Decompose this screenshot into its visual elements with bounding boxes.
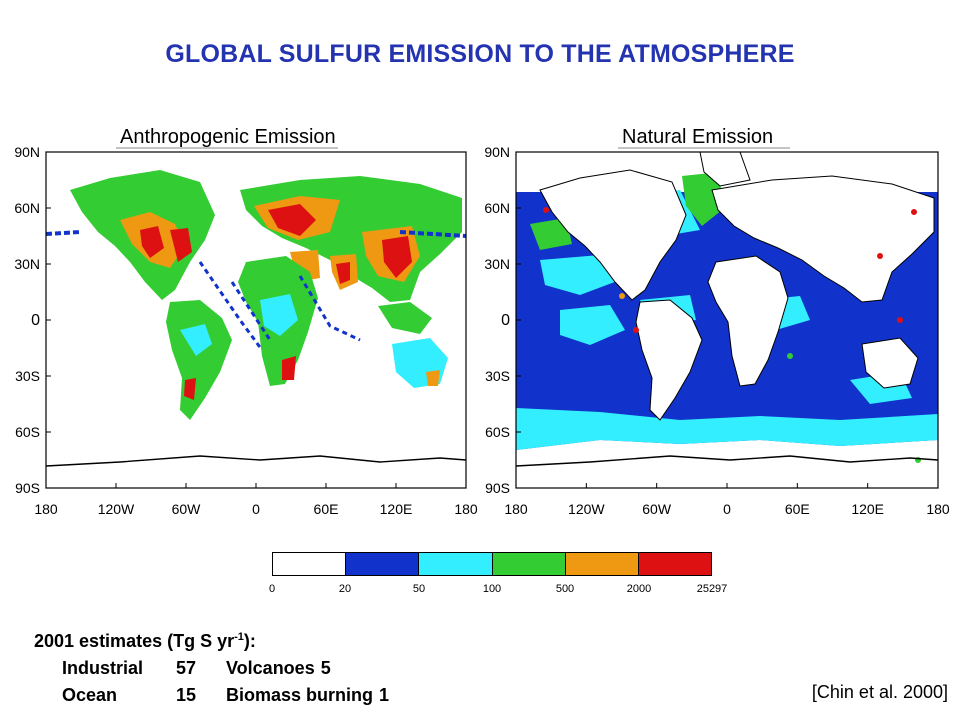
y-tick-label: 0 (31, 312, 40, 329)
x-tick-label: 180 (34, 501, 58, 517)
x-tick-label: 60W (172, 501, 202, 517)
colorbar-label: 100 (482, 583, 502, 595)
x-tick-label: 180 (504, 501, 528, 517)
x-tick-label: 180 (454, 501, 478, 517)
x-tick-label: 120E (851, 501, 884, 517)
y-tick-label: 30S (15, 368, 40, 384)
y-tick-label: 60N (14, 200, 40, 216)
y-tick-label: 90S (15, 480, 40, 496)
colorbar-label: 500 (555, 583, 575, 595)
y-tick-label: 30N (484, 256, 510, 272)
x-tick-label: 60W (642, 501, 672, 517)
y-tick-label: 60S (485, 424, 510, 440)
x-tick-label: 0 (252, 501, 260, 517)
colorbar-swatch-3 (492, 553, 566, 575)
estimate-value: 15 (176, 685, 197, 705)
y-tick-label: 90N (484, 144, 510, 160)
natural-north-america (539, 169, 687, 301)
natural-australia (861, 337, 919, 389)
citation: [Chin et al. 2000] (811, 682, 948, 702)
anthropogenic-map (46, 152, 466, 488)
estimate-value: 5 (320, 658, 331, 678)
x-tick-label: 0 (723, 501, 731, 517)
page-title: GLOBAL SULFUR EMISSION TO THE ATMOSPHERE (165, 40, 795, 68)
estimates-row: Industrial 57 Volcanoes 5 (34, 655, 389, 682)
y-tick-label: 60N (484, 200, 510, 216)
natural-map (516, 152, 938, 488)
natural-africa (707, 255, 789, 387)
estimate-value: 57 (176, 658, 197, 678)
anthropogenic-panel-title: Anthropogenic Emission (120, 126, 336, 148)
colorbar-swatch-5 (638, 553, 712, 575)
y-tick-label: 90N (14, 144, 40, 160)
y-tick-label: 0 (501, 312, 510, 329)
estimates-row: Ocean 15 Biomass burning 1 (34, 682, 389, 709)
maps-figure: 90N 60N 30N 0 30S 60S 90S 180 120W 60W 0 60E 120E 180… (14, 144, 950, 517)
natural-south-america (635, 299, 703, 421)
axis-ticks: 90N 60N 30N 0 30S 60S 90S 180 120W 60W 0 60E 120E 180… (14, 144, 950, 517)
x-tick-label: 120W (568, 501, 605, 517)
y-tick-label: 90S (485, 480, 510, 496)
colorbar-swatch-1 (346, 553, 420, 575)
x-tick-label: 180 (926, 501, 950, 517)
x-tick-label: 60E (314, 501, 339, 517)
estimates-block: 2001 estimates (Tg S yr-1): Industrial 5… (34, 624, 389, 709)
colorbar-label: 2000 (626, 583, 652, 595)
colorbar-swatch-0 (273, 553, 347, 575)
natural-panel-title: Natural Emission (622, 126, 774, 148)
colorbar-label: 20 (338, 583, 352, 595)
colorbar-label: 50 (412, 583, 426, 595)
y-tick-label: 30S (485, 368, 510, 384)
colorbar-label: 0 (268, 583, 276, 595)
colorbar-label: 25297 (696, 583, 728, 595)
x-tick-label: 120E (380, 501, 413, 517)
x-tick-label: 60E (785, 501, 810, 517)
estimates-heading-exponent: -1 (234, 631, 244, 643)
x-tick-label: 120W (98, 501, 135, 517)
estimates-heading: 2001 estimates (Tg S yr-1): (34, 624, 389, 655)
natural-eurasia (711, 175, 935, 303)
estimate-label: Ocean (62, 685, 118, 705)
estimate-label: Industrial (62, 658, 144, 678)
estimate-value: 1 (379, 685, 390, 705)
y-tick-label: 30N (14, 256, 40, 272)
estimates-heading-text: 2001 estimates (Tg S yr (34, 631, 235, 651)
estimates-heading-close: ): (243, 631, 256, 651)
estimate-label: Biomass burning (226, 685, 374, 705)
estimate-label: Volcanoes (226, 658, 315, 678)
colorbar-swatch-4 (565, 553, 639, 575)
colorbar-swatch-2 (419, 553, 493, 575)
y-tick-label: 60S (15, 424, 40, 440)
colorbar (272, 552, 712, 576)
